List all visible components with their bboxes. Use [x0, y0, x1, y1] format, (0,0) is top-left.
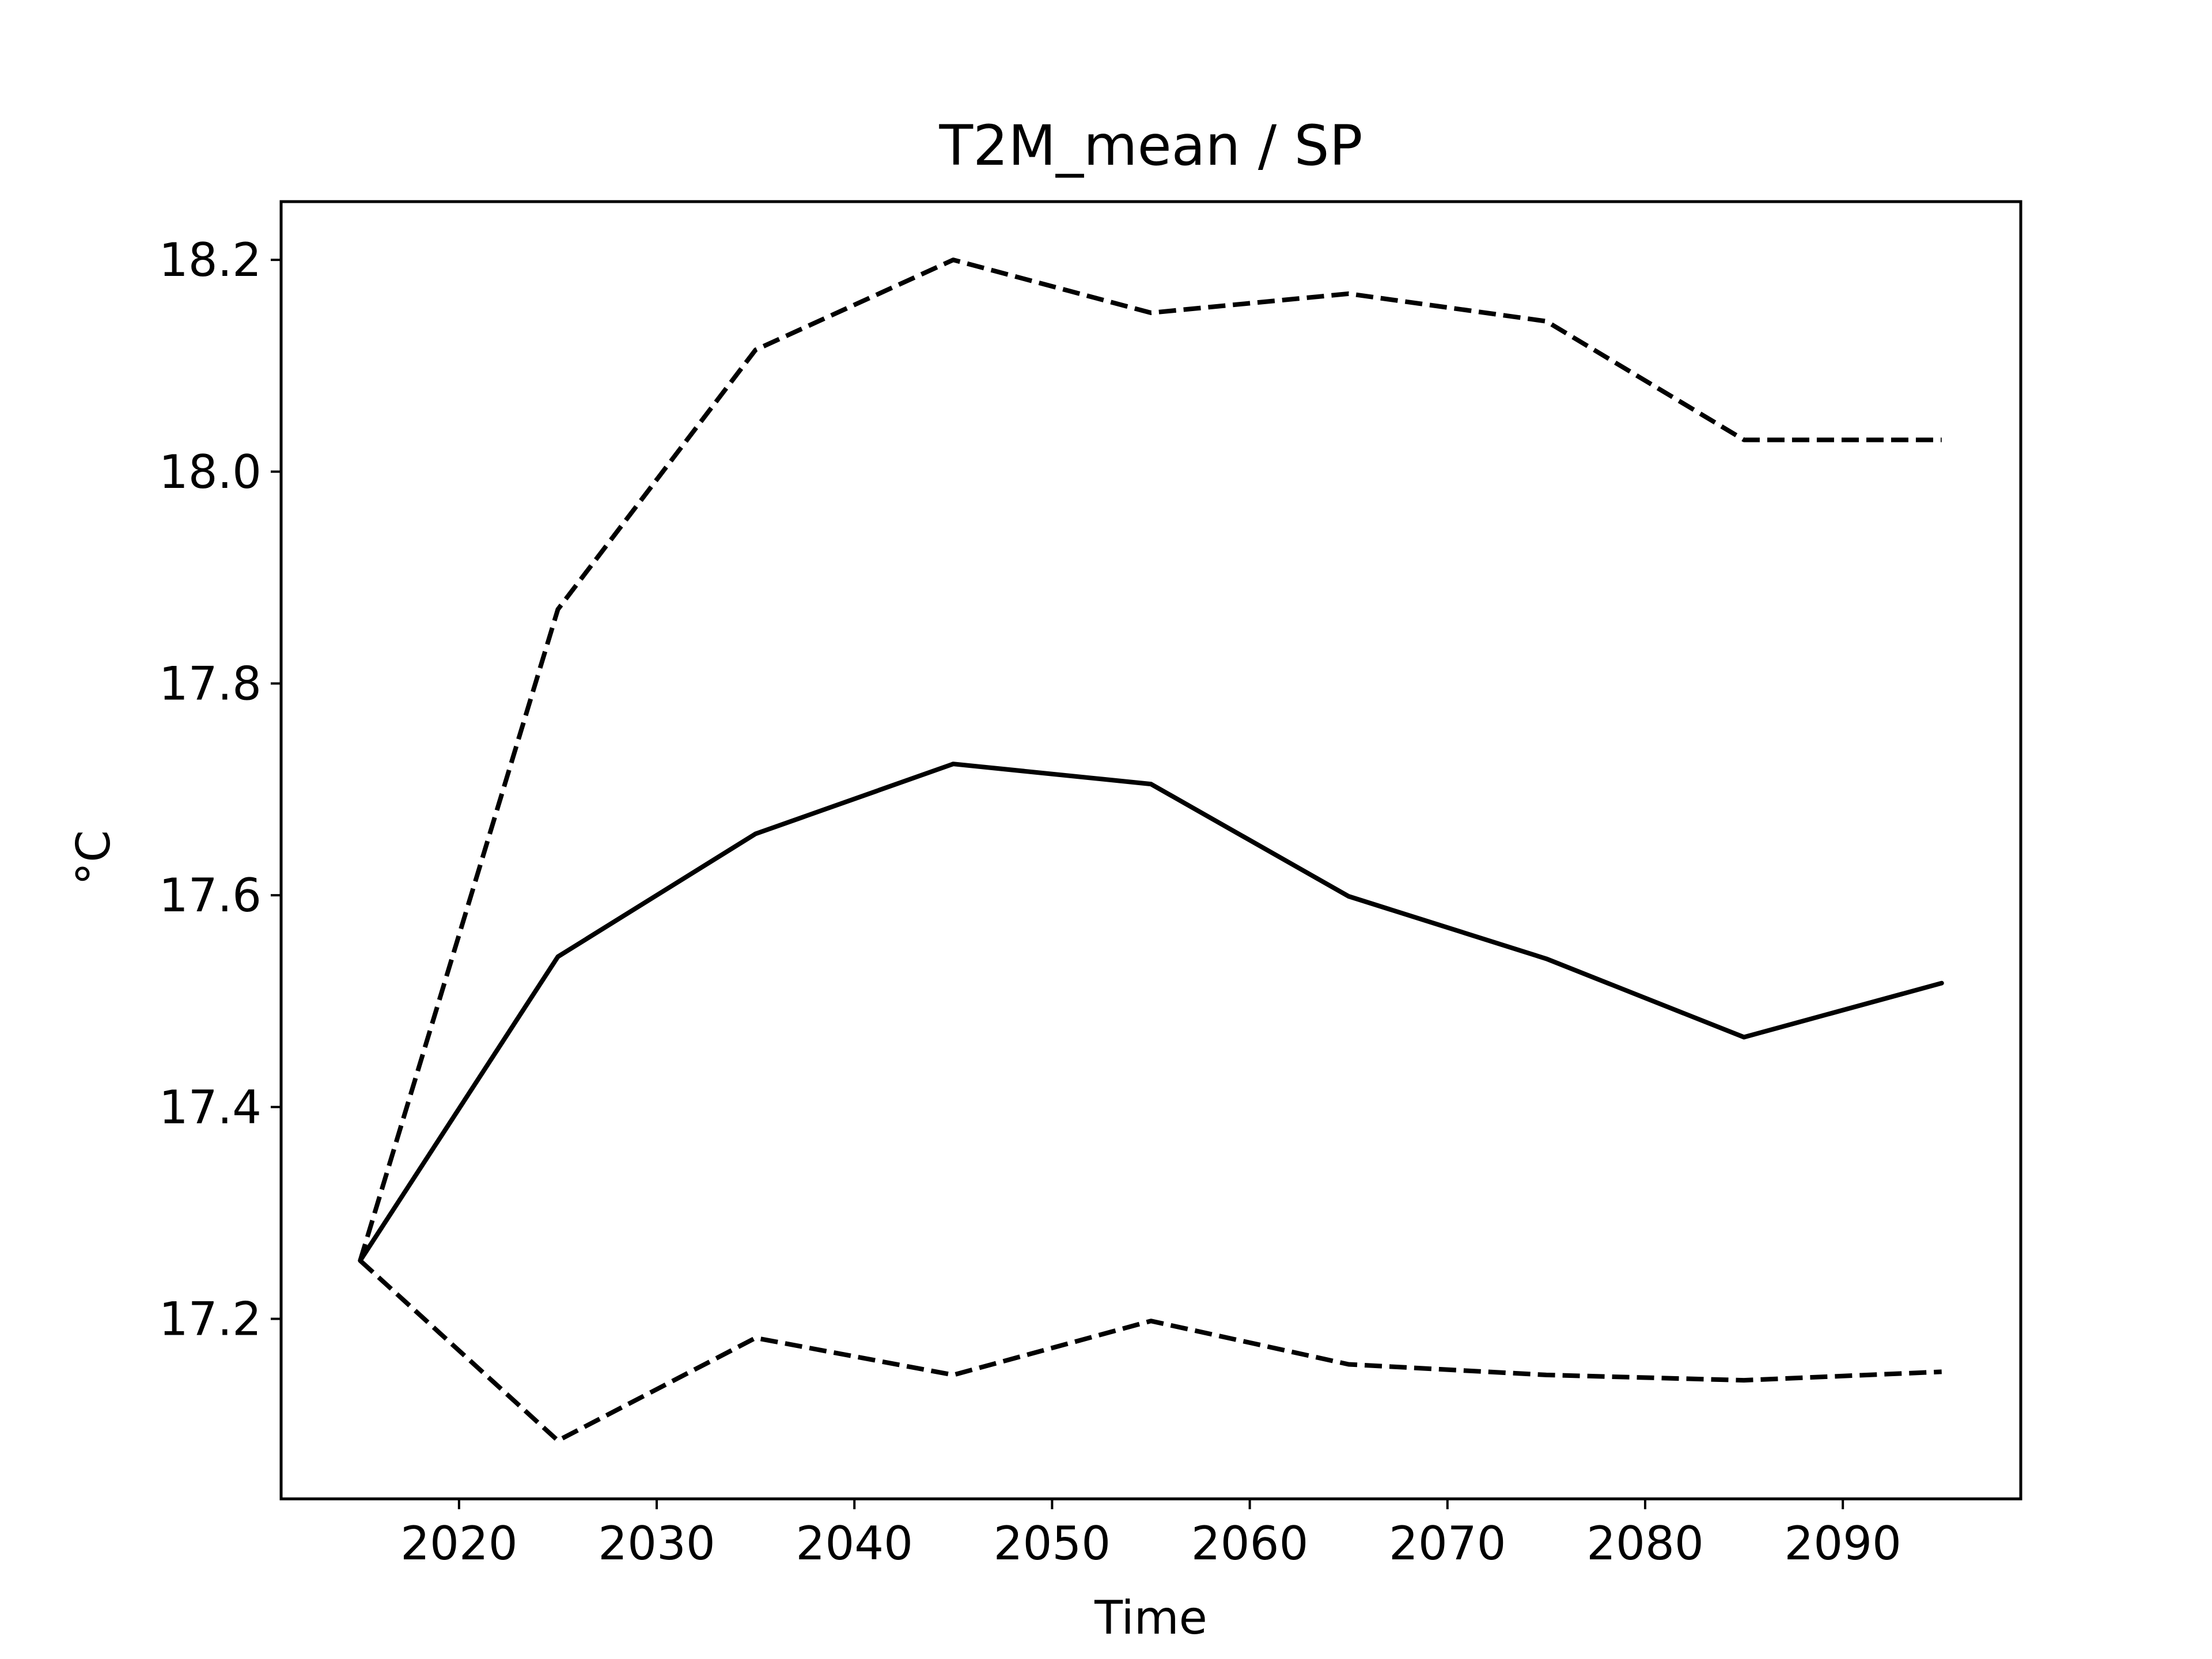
x-tick-label: 2030: [598, 1517, 715, 1570]
series-3-line: [358, 1259, 1942, 1443]
x-axis-label: Time: [1094, 1591, 1207, 1645]
x-tick-label: 2060: [1191, 1517, 1309, 1570]
x-tick-label: 2070: [1389, 1517, 1506, 1570]
series-2: [358, 762, 1944, 1263]
x-tick-label: 2090: [1784, 1517, 1902, 1570]
x-tick-label: 2040: [796, 1517, 913, 1570]
y-tick-label: 18.0: [159, 445, 262, 499]
series-2-line: [358, 762, 1944, 1263]
y-tick-label: 17.8: [159, 657, 262, 710]
tick-layer: 2020 2030 2040 2050 2060 2070 2080 2090 17.2 17.4…: [159, 233, 1902, 1570]
chart-title: T2M_mean / SP: [939, 113, 1363, 178]
series-1: [358, 257, 1942, 1262]
y-tick-label: 18.2: [159, 233, 262, 287]
x-tick-label: 2020: [400, 1517, 518, 1570]
series-layer: [358, 257, 1944, 1443]
series-1-line: [358, 257, 1942, 1262]
series-3: [358, 1259, 1942, 1443]
x-tick-label: 2050: [994, 1517, 1111, 1570]
plot-area-frame: [279, 200, 2022, 1501]
y-tick-label: 17.4: [159, 1081, 262, 1134]
x-tick-label: 2080: [1586, 1517, 1704, 1570]
y-tick-label: 17.6: [159, 869, 262, 922]
y-axis-label: °C: [67, 830, 120, 885]
y-tick-label: 17.2: [159, 1292, 262, 1346]
